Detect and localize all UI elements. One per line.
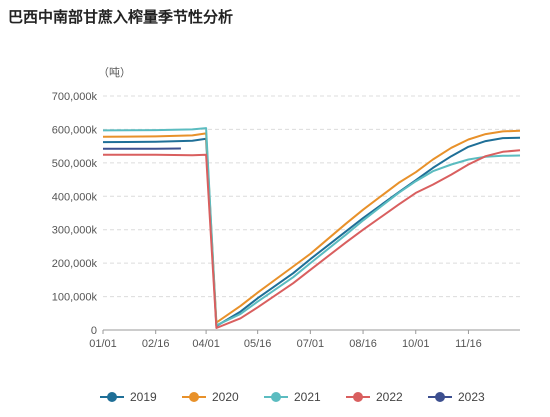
x-tick-label: 11/16 (455, 338, 482, 350)
legend-item-2021[interactable]: 2021 (264, 390, 321, 404)
legend-marker (435, 392, 445, 402)
x-tick-label: 07/01 (297, 338, 325, 350)
x-tick-label: 08/16 (349, 338, 377, 350)
x-tick-label: 01/01 (89, 338, 117, 350)
legend-marker (189, 392, 199, 402)
legend-label: 2023 (458, 390, 485, 404)
x-tick-label: 10/01 (402, 338, 430, 350)
legend-marker (353, 392, 363, 402)
legend-item-2020[interactable]: 2020 (182, 390, 239, 404)
legend-label: 2021 (294, 390, 321, 404)
y-tick-label: 200,000k (52, 258, 98, 270)
y-tick-label: 400,000k (52, 191, 98, 203)
y-tick-label: 700,000k (52, 91, 98, 103)
x-tick-label: 04/01 (192, 338, 220, 350)
legend-label: 2020 (212, 390, 239, 404)
x-tick-label: 05/16 (244, 338, 272, 350)
legend-item-2022[interactable]: 2022 (346, 390, 403, 404)
legend-item-2023[interactable]: 2023 (428, 390, 485, 404)
y-tick-label: 500,000k (52, 158, 98, 170)
legend-marker (271, 392, 281, 402)
y-tick-label: 300,000k (52, 225, 98, 237)
series-line-2022 (103, 149, 521, 329)
series-line-2021 (102, 127, 521, 327)
y-axis-unit-label: （吨） (98, 66, 131, 79)
chart-title: 巴西中南部甘蔗入榨量季节性分析 (8, 8, 234, 26)
legend-label: 2019 (130, 390, 157, 404)
x-tick-label: 02/16 (142, 338, 170, 350)
legend-item-2019[interactable]: 2019 (100, 390, 157, 404)
series-line-2019 (102, 136, 521, 327)
series-line-2020 (102, 129, 521, 324)
legend-label: 2022 (376, 390, 403, 404)
y-tick-label: 600,000k (52, 124, 98, 136)
legend-marker (107, 392, 117, 402)
y-tick-label: 0 (91, 325, 97, 337)
y-tick-label: 100,000k (52, 292, 98, 304)
